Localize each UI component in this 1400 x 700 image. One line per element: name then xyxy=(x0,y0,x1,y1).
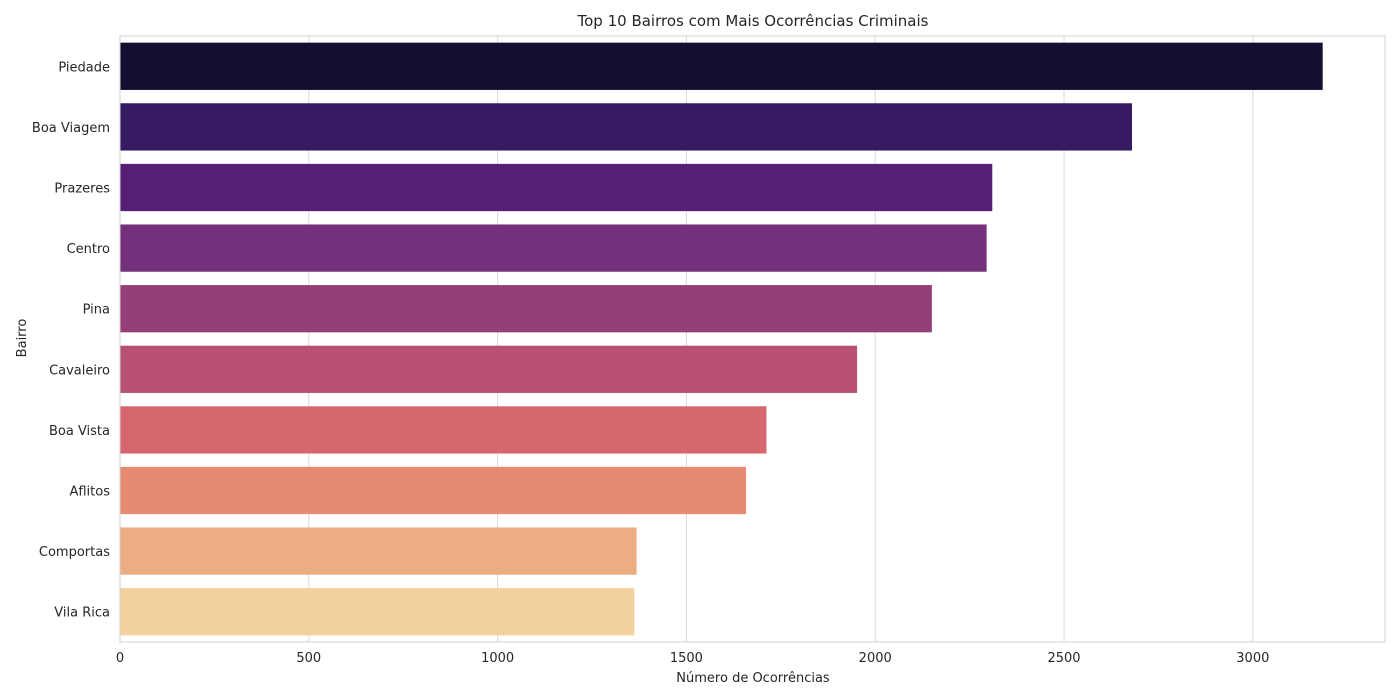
bar-prazeres xyxy=(120,163,993,212)
y-tick-label: Boa Vista xyxy=(49,424,110,439)
y-tick-label: Cavaleiro xyxy=(49,363,110,378)
bar-boa-vista xyxy=(120,406,767,454)
y-tick-label: Centro xyxy=(67,242,110,257)
y-tick-labels: Piedade Boa Viagem Prazeres Centro Pina Caval… xyxy=(32,60,110,620)
y-tick-label: Aflitos xyxy=(69,485,110,500)
x-tick-label: 2000 xyxy=(859,651,892,666)
y-tick-label: Pina xyxy=(83,303,110,318)
y-axis-label: Bairro xyxy=(15,319,30,358)
x-tick-label: 3000 xyxy=(1236,651,1269,666)
x-tick-label: 500 xyxy=(296,651,321,666)
x-tick-label: 2500 xyxy=(1047,651,1080,666)
y-tick-label: Piedade xyxy=(58,60,110,75)
y-tick-label: Boa Viagem xyxy=(32,121,110,136)
bar-comportas xyxy=(120,527,637,575)
x-tick-label: 1000 xyxy=(481,651,514,666)
bar-boa-viagem xyxy=(120,103,1132,151)
y-tick-label: Comportas xyxy=(39,545,110,560)
x-tick-label: 1500 xyxy=(670,651,703,666)
bar-centro xyxy=(120,224,987,272)
bar-piedade xyxy=(120,42,1323,90)
plot-frame xyxy=(119,35,1386,643)
bar-aflitos xyxy=(120,466,747,515)
bars xyxy=(120,42,1323,636)
x-tick-labels: 0 500 1000 1500 2000 2500 3000 xyxy=(116,651,1270,666)
x-tick-label: 0 xyxy=(116,651,124,666)
bar-pina xyxy=(120,285,932,333)
chart-title: Top 10 Bairros com Mais Ocorrências Crim… xyxy=(577,12,929,30)
bar-cavaleiro xyxy=(120,345,858,393)
x-axis-label: Número de Ocorrências xyxy=(676,671,830,686)
y-tick-label: Vila Rica xyxy=(54,606,110,621)
bar-vila-rica xyxy=(120,588,635,636)
y-tick-label: Prazeres xyxy=(54,182,110,197)
